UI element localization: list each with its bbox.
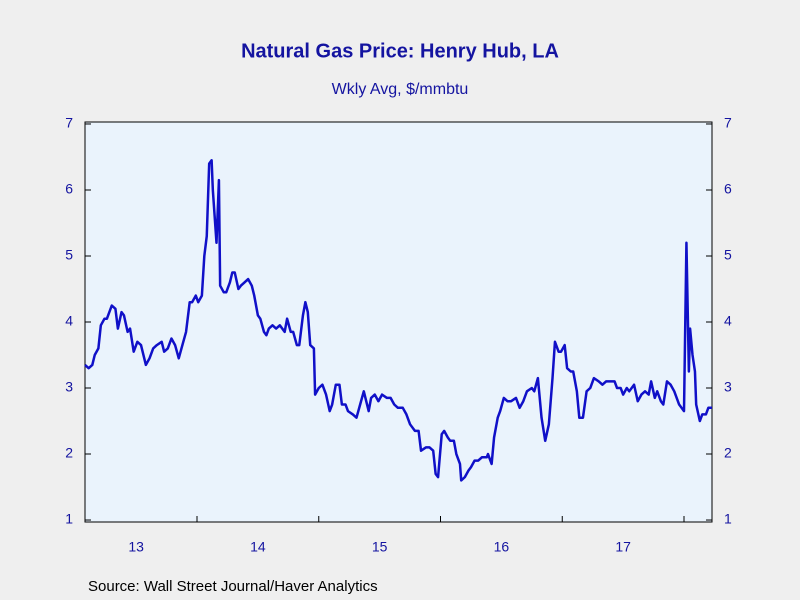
chart-subtitle: Wkly Avg, $/mmbtu: [332, 81, 469, 98]
chart-title: Natural Gas Price: Henry Hub, LA: [241, 40, 559, 62]
y-tick-label: 5: [65, 247, 73, 263]
y-tick-label: 7: [65, 115, 73, 131]
x-tick-label: 13: [128, 539, 144, 555]
plot-area: [84, 121, 713, 523]
y2-tick-label: 2: [724, 445, 732, 461]
y-tick-label: 2: [65, 445, 73, 461]
x-tick-label: 16: [494, 539, 510, 555]
y-tick-label: 6: [65, 181, 73, 197]
x-tick-label: 17: [615, 539, 631, 555]
x-tick-label: 15: [372, 539, 388, 555]
price-line: [84, 159, 712, 482]
source-note: Source: Wall Street Journal/Haver Analyt…: [88, 578, 378, 595]
y2-tick-label: 1: [724, 511, 732, 527]
y2-tick-label: 7: [724, 115, 732, 131]
y2-tick-label: 4: [724, 313, 732, 329]
y-tick-label: 1: [65, 511, 73, 527]
y2-tick-label: 6: [724, 181, 732, 197]
y-tick-label: 3: [65, 379, 73, 395]
y2-tick-label: 5: [724, 247, 732, 263]
y2-tick-label: 3: [724, 379, 732, 395]
x-tick-label: 14: [250, 539, 266, 555]
y-tick-label: 4: [65, 313, 73, 329]
